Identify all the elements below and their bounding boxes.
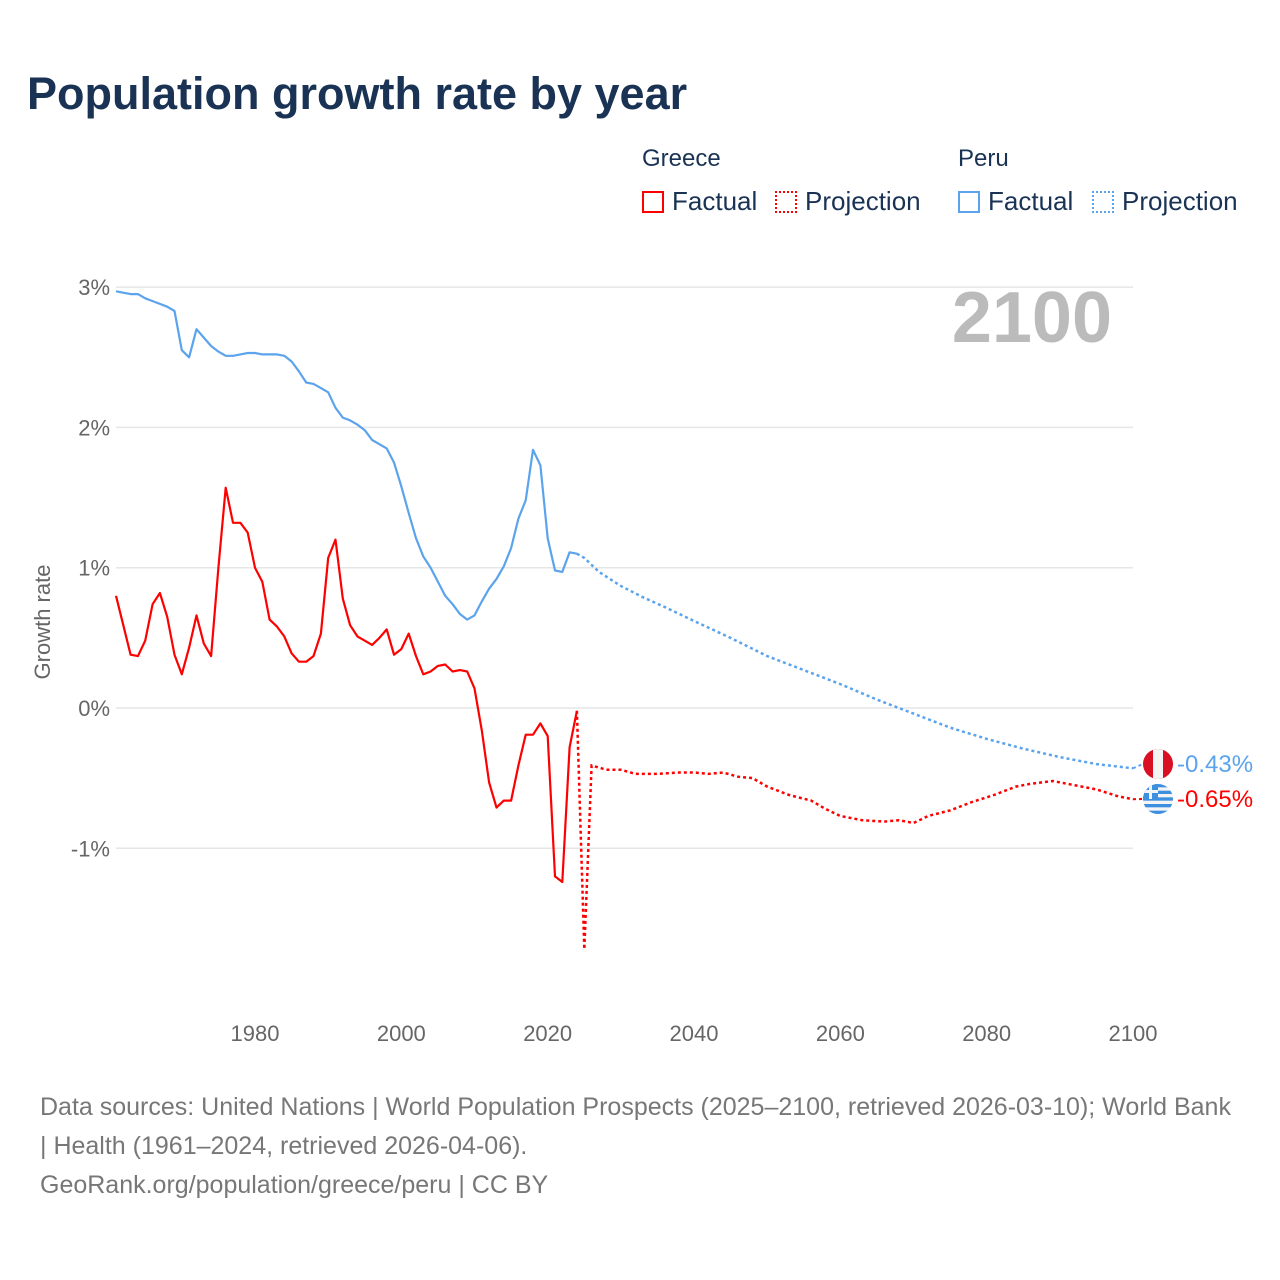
y-axis-label: Growth rate — [30, 565, 55, 680]
greece-flag-icon — [1143, 784, 1173, 814]
greece-end-value: -0.65% — [1177, 786, 1253, 813]
peru-end-value: -0.43% — [1177, 751, 1253, 778]
x-tick-label: 2060 — [816, 1021, 865, 1046]
x-tick-label: 2080 — [962, 1021, 1011, 1046]
legend-swatch-dotted — [775, 190, 797, 213]
legend-peru-factual[interactable]: Factual — [958, 186, 1073, 217]
x-tick-label: 2000 — [377, 1021, 426, 1046]
legend-label: Projection — [805, 186, 921, 216]
footer: Data sources: United Nations | World Pop… — [40, 1088, 1240, 1205]
legend-swatch-solid — [958, 190, 980, 213]
greece-projection-line — [575, 710, 1134, 950]
leader-line — [1132, 763, 1144, 770]
chart-title: Population growth rate by year — [27, 68, 688, 119]
data-sources: Data sources: United Nations | World Pop… — [40, 1093, 1231, 1160]
legend-swatch-dotted — [1092, 190, 1114, 213]
legend-peru-projection[interactable]: Projection — [1092, 186, 1238, 217]
peru-projection-line — [576, 552, 1134, 770]
y-tick-label: 3% — [78, 275, 110, 300]
x-tick-label: 1980 — [231, 1021, 280, 1046]
legend-label: Factual — [988, 186, 1074, 216]
x-tick-label: 2040 — [670, 1021, 719, 1046]
x-tick-label: 2100 — [1109, 1021, 1158, 1046]
y-tick-label: 2% — [78, 415, 110, 440]
legend-greece-heading: Greece — [642, 145, 721, 172]
year-watermark: 2100 — [952, 278, 1112, 358]
legend-label: Projection — [1122, 186, 1238, 216]
x-tick-label: 2020 — [523, 1021, 572, 1046]
peru-factual-line — [115, 290, 578, 621]
legend-greece-factual[interactable]: Factual — [642, 186, 757, 217]
credit-link[interactable]: GeoRank.org/population/greece/peru | CC … — [40, 1171, 549, 1199]
peru-flag-icon — [1143, 749, 1173, 779]
greece-factual-line — [114, 486, 578, 884]
y-tick-label: -1% — [71, 836, 110, 861]
legend-label: Factual — [672, 186, 758, 216]
legend-greece-projection[interactable]: Projection — [775, 186, 921, 217]
legend-swatch-solid — [642, 190, 664, 213]
y-tick-label: 1% — [78, 556, 110, 581]
y-tick-label: 0% — [78, 696, 110, 721]
legend-peru-heading: Peru — [958, 145, 1009, 172]
